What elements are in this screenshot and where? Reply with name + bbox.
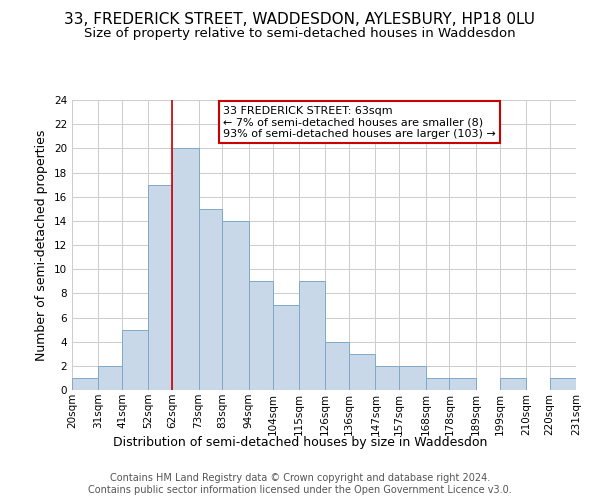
Bar <box>500 378 526 390</box>
Bar <box>376 366 399 390</box>
Bar <box>199 209 223 390</box>
Text: Size of property relative to semi-detached houses in Waddesdon: Size of property relative to semi-detach… <box>84 28 516 40</box>
Text: 33, FREDERICK STREET, WADDESDON, AYLESBURY, HP18 0LU: 33, FREDERICK STREET, WADDESDON, AYLESBU… <box>65 12 536 28</box>
Bar <box>399 366 425 390</box>
Text: 33 FREDERICK STREET: 63sqm
← 7% of semi-detached houses are smaller (8)
93% of s: 33 FREDERICK STREET: 63sqm ← 7% of semi-… <box>223 106 496 139</box>
Bar <box>272 306 299 390</box>
Bar <box>449 378 476 390</box>
Bar <box>122 330 148 390</box>
Text: Contains HM Land Registry data © Crown copyright and database right 2024.
Contai: Contains HM Land Registry data © Crown c… <box>88 474 512 495</box>
Bar <box>249 281 272 390</box>
Bar <box>425 378 449 390</box>
Bar <box>172 148 199 390</box>
Bar <box>349 354 376 390</box>
Bar <box>148 184 172 390</box>
Text: Distribution of semi-detached houses by size in Waddesdon: Distribution of semi-detached houses by … <box>113 436 487 449</box>
Bar <box>223 221 249 390</box>
Bar <box>98 366 122 390</box>
Bar <box>299 281 325 390</box>
Bar <box>72 378 98 390</box>
Bar <box>325 342 349 390</box>
Y-axis label: Number of semi-detached properties: Number of semi-detached properties <box>35 130 49 360</box>
Bar <box>550 378 576 390</box>
